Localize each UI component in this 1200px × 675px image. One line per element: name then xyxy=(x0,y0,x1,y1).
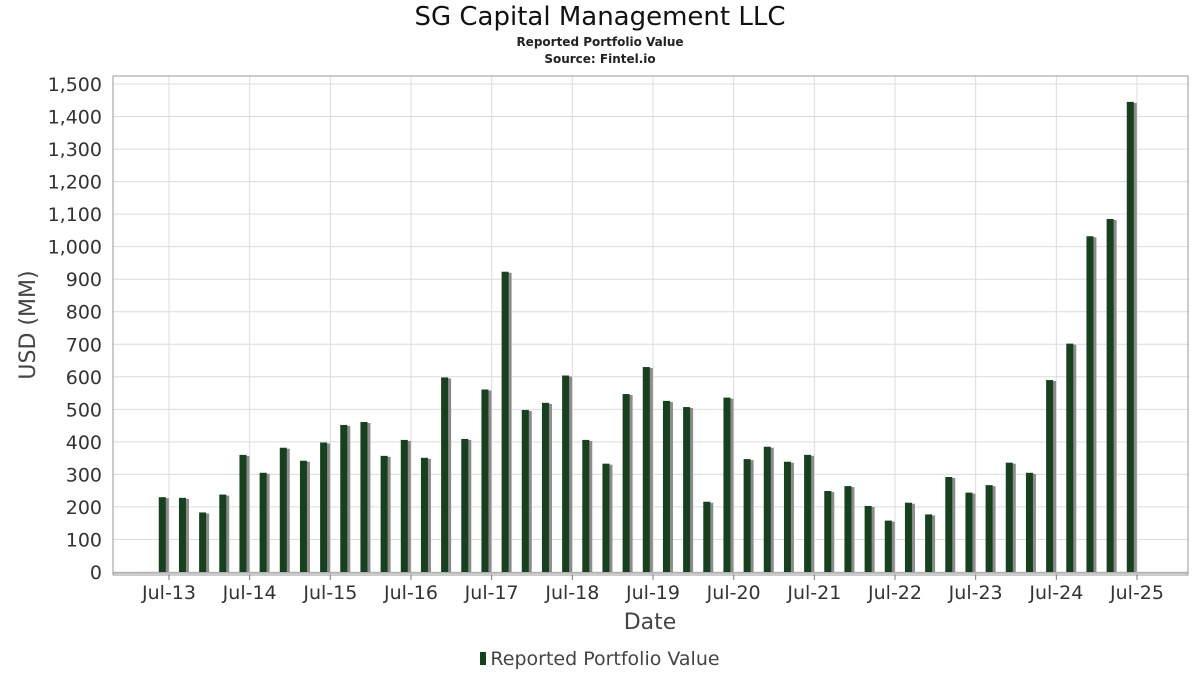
x-tick-label: Jul-13 xyxy=(141,582,196,604)
bar xyxy=(239,454,247,572)
x-axis-ticks: Jul-13 Jul-14 Jul-15 Jul-16 Jul-17 Jul-18 Jul-… xyxy=(141,575,1164,604)
x-tick-label: Jul-25 xyxy=(1109,582,1164,604)
bar xyxy=(562,375,570,572)
bar xyxy=(945,477,953,572)
x-tick-label: Jul-22 xyxy=(867,582,922,604)
bar xyxy=(1066,343,1074,572)
bar xyxy=(804,454,812,572)
bar xyxy=(1106,219,1114,572)
chart-subtitle: Reported Portfolio Value xyxy=(516,35,684,49)
bar xyxy=(925,514,933,572)
x-tick-label: Jul-23 xyxy=(948,582,1003,604)
y-tick-label: 100 xyxy=(66,529,102,551)
bar xyxy=(219,494,227,572)
x-tick-label: Jul-20 xyxy=(706,582,761,604)
bar xyxy=(461,438,469,572)
bar xyxy=(541,402,549,572)
y-tick-label: 500 xyxy=(66,399,102,421)
bar xyxy=(420,457,428,572)
y-tick-label: 200 xyxy=(66,497,102,519)
x-axis-title: Date xyxy=(624,610,677,635)
bar xyxy=(703,501,711,572)
bar xyxy=(824,490,832,572)
y-tick-label: 1,500 xyxy=(48,74,102,96)
chart-source: Source: Fintel.io xyxy=(544,52,656,66)
bar xyxy=(1126,101,1134,572)
x-tick-label: Jul-19 xyxy=(625,582,680,604)
plot-frame xyxy=(112,75,1189,576)
bar xyxy=(400,439,408,572)
y-axis-title: USD (MM) xyxy=(16,270,41,379)
x-tick-label: Jul-16 xyxy=(383,582,438,604)
y-tick-label: 1,200 xyxy=(48,172,102,194)
legend-swatch xyxy=(480,652,487,665)
bars xyxy=(158,101,1137,573)
y-tick-label: 700 xyxy=(66,334,102,356)
bar xyxy=(1086,236,1094,573)
bar xyxy=(763,446,771,572)
bar xyxy=(844,486,852,572)
bar xyxy=(1025,472,1033,572)
chart-title: SG Capital Management LLC xyxy=(414,2,786,32)
bar xyxy=(360,422,368,572)
y-tick-label: 1,300 xyxy=(48,139,102,161)
bar xyxy=(501,271,509,572)
bar xyxy=(1005,462,1013,572)
y-tick-label: 600 xyxy=(66,367,102,389)
bar xyxy=(158,497,166,572)
bar xyxy=(864,505,872,572)
x-tick-label: Jul-24 xyxy=(1028,582,1083,604)
bar xyxy=(178,497,186,572)
bar xyxy=(683,407,691,572)
legend: Reported Portfolio Value xyxy=(0,648,1200,670)
bar xyxy=(299,460,307,572)
bar xyxy=(743,459,751,572)
y-tick-label: 400 xyxy=(66,432,102,454)
bar xyxy=(199,512,207,572)
bar xyxy=(985,485,993,572)
bar xyxy=(521,409,529,572)
bar xyxy=(441,377,449,572)
bar xyxy=(723,397,731,572)
bar xyxy=(904,502,912,572)
y-tick-label: 0 xyxy=(90,562,102,584)
x-tick-label: Jul-18 xyxy=(544,582,599,604)
bar xyxy=(662,400,670,572)
legend-label: Reported Portfolio Value xyxy=(490,648,720,670)
bar xyxy=(965,492,973,572)
bar xyxy=(884,520,892,572)
y-tick-label: 900 xyxy=(66,269,102,291)
bar xyxy=(582,439,590,572)
bar xyxy=(279,447,287,572)
bar xyxy=(783,461,791,572)
x-tick-label: Jul-14 xyxy=(222,582,277,604)
bar xyxy=(1046,380,1054,572)
x-tick-label: Jul-15 xyxy=(302,582,357,604)
bar xyxy=(622,394,630,572)
y-tick-label: 800 xyxy=(66,302,102,324)
y-tick-label: 300 xyxy=(66,464,102,486)
bar xyxy=(380,455,388,572)
y-tick-label: 1,000 xyxy=(48,237,102,259)
bar xyxy=(259,472,267,572)
x-tick-label: Jul-17 xyxy=(464,582,519,604)
y-axis-ticks: 0 100 200 300 400 500 600 700 800 900 1,000 1,100 1,… xyxy=(48,74,102,584)
bar xyxy=(481,389,489,572)
bar xyxy=(340,424,348,572)
bar xyxy=(602,463,610,572)
x-tick-label: Jul-21 xyxy=(786,582,841,604)
y-tick-label: 1,400 xyxy=(48,107,102,129)
y-tick-label: 1,100 xyxy=(48,204,102,226)
bar xyxy=(320,442,328,572)
bar xyxy=(642,367,650,572)
